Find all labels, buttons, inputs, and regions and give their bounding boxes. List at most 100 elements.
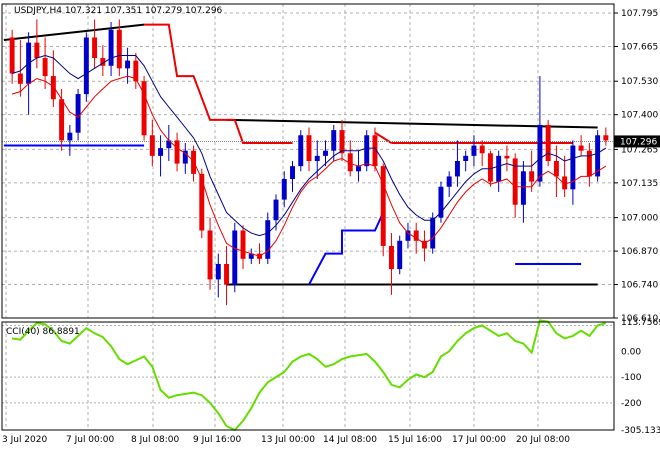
current-price-box — [614, 135, 660, 148]
axes: 3 Jul 2020 7 Jul 00:00 8 Jul 08:00 9 Jul 16… — [1, 3, 660, 445]
candle-body — [372, 135, 378, 167]
x-tick-label: 17 Jul 00:00 — [452, 435, 506, 445]
ma-slow-line — [11, 54, 607, 237]
candle-body — [496, 155, 502, 182]
candle-body — [438, 186, 444, 218]
y-tick-label: 107.665 — [621, 42, 658, 52]
candle-body — [306, 135, 312, 161]
red-step-line — [144, 23, 293, 144]
cci-title: CCI(40) 86.8891 — [6, 327, 80, 337]
candle-body — [265, 220, 271, 259]
candle-body — [9, 37, 15, 74]
main-frame — [1, 3, 615, 319]
candle-body — [553, 161, 559, 177]
candle-body — [405, 230, 411, 241]
candle-body — [133, 60, 139, 82]
current-price-label: 107.296 — [620, 137, 657, 147]
candle-body — [273, 199, 279, 221]
candle-body — [421, 240, 427, 249]
candle-body — [331, 130, 337, 151]
candle-body — [182, 150, 188, 164]
candle-body — [413, 230, 419, 241]
candle-body — [347, 153, 353, 172]
candle-body — [149, 135, 155, 156]
cci-tick-label: 0.00 — [621, 347, 641, 357]
y-tick-label: 107.795 — [621, 9, 658, 19]
candle-body — [339, 130, 345, 154]
candle-body — [248, 253, 254, 259]
candle-body — [75, 94, 81, 133]
candle-body — [479, 145, 485, 154]
candle-body — [108, 29, 114, 66]
candle-body — [595, 135, 601, 177]
candle-body — [545, 124, 551, 161]
candle-body — [504, 155, 510, 159]
candle-body — [174, 140, 180, 164]
candle-body — [562, 176, 568, 190]
candle-body — [364, 135, 370, 167]
candle-body — [125, 60, 131, 69]
candle-body — [388, 245, 394, 270]
moving-averages — [11, 54, 607, 257]
x-tick-label: 8 Jul 08:00 — [131, 435, 180, 445]
candle-body — [215, 263, 221, 280]
resistance-line — [226, 118, 598, 129]
x-tick-label: 20 Jul 08:00 — [516, 435, 570, 445]
candle-body — [240, 230, 246, 259]
candle-body — [356, 166, 361, 172]
candle-body — [380, 166, 386, 246]
candle-body — [116, 29, 122, 69]
candle-body — [471, 145, 477, 156]
cci-line — [11, 319, 607, 432]
candle-body — [141, 81, 147, 136]
candle-body — [67, 132, 73, 141]
y-tick-label: 106.740 — [621, 281, 658, 291]
cci-tick-label: 113.7569 — [621, 318, 660, 328]
candle-body — [487, 153, 493, 182]
x-tick-label: 3 Jul 2020 — [2, 435, 47, 445]
candle-body — [158, 148, 164, 156]
candle-body — [397, 240, 403, 270]
candle-body — [298, 135, 304, 167]
cci-tick-label: -200 — [621, 399, 642, 409]
candle-body — [42, 58, 48, 77]
y-tick-label: 107.530 — [621, 77, 658, 87]
candle-body — [586, 150, 592, 177]
candle-body — [59, 99, 65, 141]
candle-body — [512, 158, 518, 205]
blue-step-line — [308, 212, 385, 286]
y-tick-label: 107.000 — [621, 214, 658, 224]
candle-body — [430, 217, 436, 249]
cci-frame — [1, 321, 615, 431]
y-tick-label: 107.135 — [621, 179, 658, 189]
candle-body — [454, 161, 460, 177]
candle-body — [570, 145, 576, 190]
x-tick-label: 13 Jul 00:00 — [261, 435, 315, 445]
ma-fast-line — [11, 75, 607, 257]
candle-body — [281, 179, 287, 200]
x-tick-label: 15 Jul 16:00 — [388, 435, 442, 445]
candle-body — [537, 124, 543, 182]
candle-body — [207, 230, 213, 280]
candle-body — [92, 37, 98, 59]
candle-body — [17, 73, 23, 84]
y-tick-label: 106.870 — [621, 247, 658, 257]
candle-body — [578, 145, 584, 151]
candle-body — [34, 42, 40, 59]
candle-body — [83, 37, 89, 95]
y-tick-label: 107.400 — [621, 111, 658, 121]
upper-trend-line — [3, 23, 145, 42]
candle-body — [603, 135, 609, 141]
y-tick-label: 106.610 — [621, 314, 658, 324]
candle-body — [529, 171, 535, 182]
candle-body — [50, 76, 56, 100]
candle-body — [446, 176, 452, 187]
candle-body — [224, 263, 230, 285]
trend-lines — [2, 23, 614, 286]
candle-body — [100, 58, 106, 66]
candle-body — [463, 155, 469, 161]
cci-series — [11, 319, 607, 432]
candle-body — [314, 155, 320, 161]
